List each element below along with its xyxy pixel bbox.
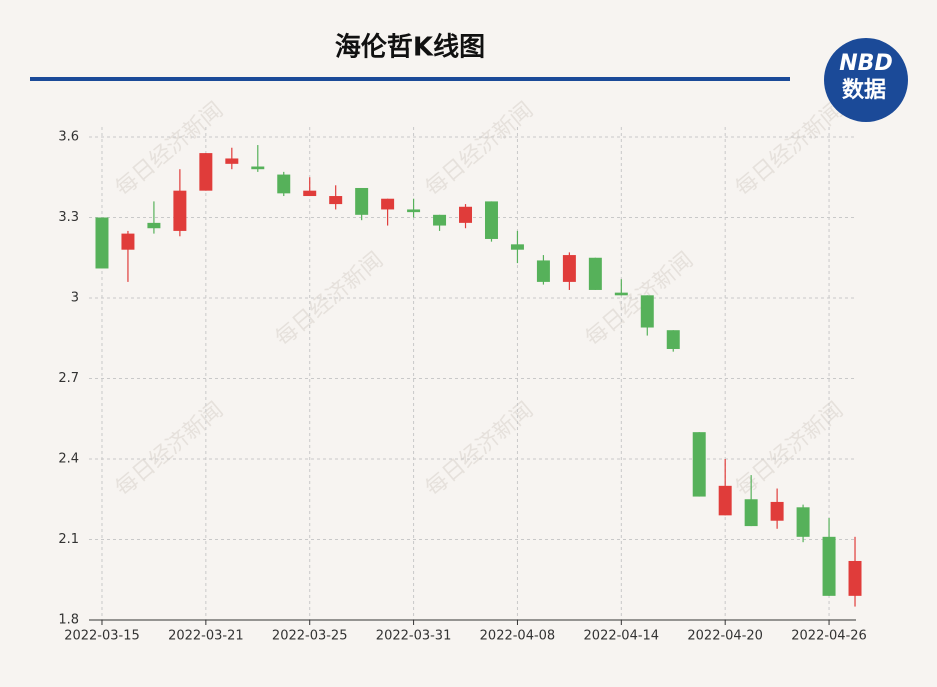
candle-body bbox=[796, 507, 810, 537]
watermark: 每日经济新闻 bbox=[111, 398, 228, 502]
x-tick-label: 2022-03-25 bbox=[272, 629, 348, 644]
candle-body bbox=[225, 158, 239, 164]
watermark: 每日经济新闻 bbox=[421, 398, 538, 502]
x-tick-label: 2022-04-20 bbox=[687, 629, 763, 644]
candle-body bbox=[251, 166, 265, 170]
candle-body bbox=[588, 257, 602, 290]
y-tick-label: 2.4 bbox=[58, 452, 79, 467]
x-tick-label: 2022-03-21 bbox=[168, 629, 244, 644]
candle-body bbox=[510, 244, 524, 250]
candle-body bbox=[666, 330, 680, 349]
logo-text: NBD bbox=[839, 51, 892, 76]
watermark: 每日经济新闻 bbox=[731, 398, 848, 502]
candle-body bbox=[407, 209, 421, 213]
candle-body bbox=[277, 174, 291, 194]
watermark: 每日经济新闻 bbox=[271, 248, 388, 352]
candle-body bbox=[303, 190, 317, 197]
candle-body bbox=[770, 501, 784, 521]
x-tick-label: 2022-04-14 bbox=[584, 629, 660, 644]
y-tick-label: 2.7 bbox=[58, 371, 79, 386]
y-tick-label: 3.6 bbox=[58, 130, 79, 145]
candle-body bbox=[199, 153, 213, 191]
x-tick-label: 2022-04-26 bbox=[791, 629, 867, 644]
candle-body bbox=[433, 214, 447, 226]
candle-body bbox=[95, 217, 109, 269]
candle-body bbox=[562, 255, 576, 282]
watermark: 每日经济新闻 bbox=[421, 98, 538, 202]
logo-text: 数据 bbox=[842, 77, 886, 103]
candle-body bbox=[381, 198, 395, 210]
y-tick-label: 1.8 bbox=[58, 613, 79, 628]
candle-body bbox=[536, 260, 550, 282]
candle-body bbox=[744, 499, 758, 527]
candle-body bbox=[355, 187, 369, 215]
chart-title: 海伦哲K线图 bbox=[335, 32, 485, 63]
candle-body bbox=[329, 196, 343, 205]
candle-body bbox=[173, 190, 187, 231]
candle-body bbox=[718, 485, 732, 516]
x-tick-label: 2022-03-15 bbox=[64, 629, 140, 644]
candle-body bbox=[614, 292, 628, 296]
candle-body bbox=[484, 201, 498, 239]
candle-body bbox=[459, 206, 473, 223]
candle-body bbox=[848, 560, 862, 596]
candle-body bbox=[121, 233, 135, 250]
y-tick-label: 2.1 bbox=[58, 532, 79, 547]
candle-body bbox=[640, 295, 654, 328]
logo bbox=[824, 38, 908, 122]
y-tick-label: 3.3 bbox=[58, 210, 79, 225]
x-tick-label: 2022-04-08 bbox=[480, 629, 556, 644]
x-tick-label: 2022-03-31 bbox=[376, 629, 452, 644]
candle-body bbox=[692, 432, 706, 497]
title-rule bbox=[30, 77, 790, 81]
y-tick-label: 3 bbox=[71, 291, 79, 306]
watermark: 每日经济新闻 bbox=[731, 98, 848, 202]
candle-body bbox=[822, 536, 836, 596]
candle-body bbox=[147, 222, 161, 229]
